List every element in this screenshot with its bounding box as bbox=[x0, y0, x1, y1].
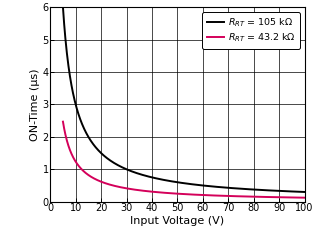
X-axis label: Input Voltage (V): Input Voltage (V) bbox=[130, 216, 225, 226]
Y-axis label: ON-Time (μs): ON-Time (μs) bbox=[30, 68, 40, 141]
Legend: $R_{RT}$ = 105 k$\Omega$, $R_{RT}$ = 43.2 k$\Omega$: $R_{RT}$ = 105 k$\Omega$, $R_{RT}$ = 43.… bbox=[202, 12, 300, 49]
